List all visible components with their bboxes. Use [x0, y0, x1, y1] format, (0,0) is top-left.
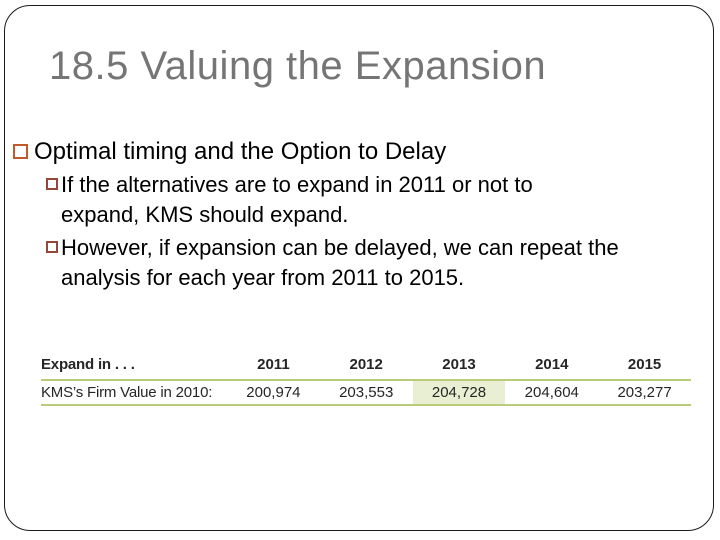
table-header-row: Expand in . . . 2011 2012 2013 2014 2015: [41, 350, 691, 379]
bullet-text: If the alternatives are to expand in 201…: [61, 172, 533, 227]
bullet-text: However, if expansion can be delayed, we…: [61, 235, 619, 290]
table-value-cell: 200,974: [246, 384, 301, 401]
slide-title: 18.5 Valuing the Expansion: [49, 44, 547, 88]
table-year-header: 2011: [257, 356, 290, 373]
table-year-header: 2015: [627, 356, 662, 373]
bullet-text: Optimal timing and the Option to Delay: [34, 138, 447, 165]
square-bullet-icon: [46, 241, 58, 253]
table-value-row: KMS’s Firm Value in 2010: 200,974 203,55…: [41, 381, 691, 404]
table-rule-bottom: [41, 404, 691, 406]
square-bullet-icon: [13, 144, 28, 159]
exhibit-table: Expand in . . . 2011 2012 2013 2014 2015…: [41, 350, 691, 406]
table-rule-top: [41, 379, 691, 381]
table-value-cell: 203,553: [339, 384, 394, 401]
bullet-item-alternatives: If the alternatives are to expand in 201…: [46, 170, 693, 230]
table-value-cell: 203,277: [617, 384, 672, 401]
table-header-label: Expand in . . .: [41, 356, 135, 373]
slide-frame: 18.5 Valuing the Expansion Optimal timin…: [4, 5, 714, 531]
table-row-label: KMS’s Firm Value in 2010:: [41, 384, 213, 401]
bullet-item-optimal-timing: Optimal timing and the Option to Delay: [13, 136, 693, 167]
bullet-list: Optimal timing and the Option to Delay I…: [13, 136, 693, 293]
table-value-cell: 204,604: [524, 384, 579, 401]
bullet-item-however-delay: However, if expansion can be delayed, we…: [46, 233, 693, 293]
square-bullet-icon: [46, 178, 58, 190]
table-year-header: 2013: [442, 356, 476, 373]
table-year-header: 2014: [535, 356, 569, 373]
table-value-cell-highlighted: 204,728: [412, 381, 506, 404]
table-year-header: 2012: [349, 356, 383, 373]
